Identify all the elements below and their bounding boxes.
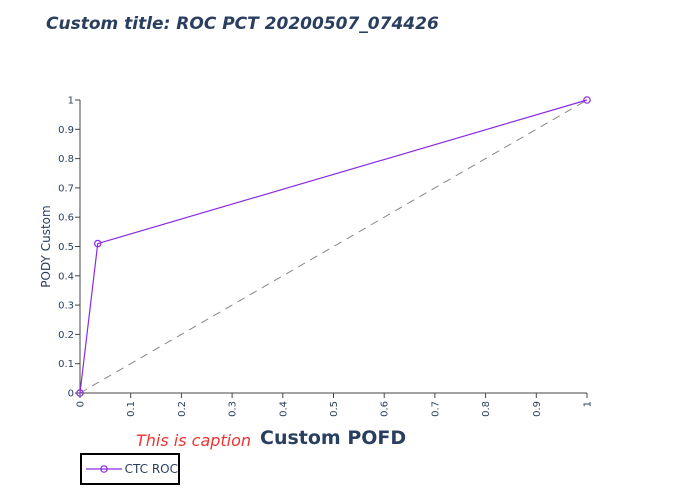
axes: 0 0.1 0.2 0.3 0.4 0.5 0.6 0.7 0.8 0.9 1 0 0.1 0.2 0.3 0… bbox=[39, 96, 594, 417]
x-tick-label: 0.7 bbox=[430, 401, 441, 417]
y-tick-label: 0.2 bbox=[58, 330, 74, 341]
y-tick-label: 0.7 bbox=[58, 183, 74, 194]
y-axis-label: PODY Custom bbox=[39, 205, 53, 287]
x-tick-label: 0.3 bbox=[228, 401, 239, 417]
legend-series-swatch bbox=[86, 465, 122, 473]
x-axis-label-area: This is caption Custom POFD bbox=[0, 427, 700, 453]
x-tick-label: 0.1 bbox=[126, 401, 137, 417]
y-tick-label: 1 bbox=[68, 96, 74, 107]
y-tick-label: 0.3 bbox=[58, 301, 74, 312]
legend[interactable]: CTC ROC bbox=[80, 453, 180, 485]
x-tick-label: 0 bbox=[76, 401, 87, 407]
legend-series-label: CTC ROC bbox=[124, 462, 178, 476]
x-axis-label: Custom POFD bbox=[260, 427, 407, 449]
data-point[interactable] bbox=[76, 389, 84, 397]
x-tick-label: 0.6 bbox=[380, 401, 391, 417]
y-tick-label: 0.6 bbox=[58, 213, 74, 224]
series-line bbox=[79, 99, 588, 394]
chart-title: Custom title: ROC PCT 20200507_074426 bbox=[46, 14, 439, 34]
y-tick-label: 0.1 bbox=[58, 359, 74, 370]
series-layer bbox=[76, 96, 591, 397]
caption: This is caption bbox=[136, 431, 252, 450]
data-point[interactable] bbox=[583, 96, 591, 104]
x-tick-label: 0.9 bbox=[532, 401, 543, 417]
x-tick-label: 0.2 bbox=[177, 401, 188, 417]
x-tick-label: 0.4 bbox=[278, 401, 289, 417]
x-tick-label: 1 bbox=[583, 401, 594, 407]
diagonal-reference-line bbox=[79, 99, 588, 394]
y-tick-label: 0 bbox=[68, 389, 74, 400]
x-tick-label: 0.8 bbox=[481, 401, 492, 417]
y-tick-label: 0.5 bbox=[58, 242, 74, 253]
y-tick-label: 0.9 bbox=[58, 125, 74, 136]
reference-line bbox=[79, 99, 588, 394]
data-point[interactable] bbox=[93, 239, 102, 248]
x-tick-label: 0.5 bbox=[329, 401, 340, 417]
y-tick-label: 0.4 bbox=[58, 271, 74, 282]
y-tick-label: 0.8 bbox=[58, 154, 74, 165]
